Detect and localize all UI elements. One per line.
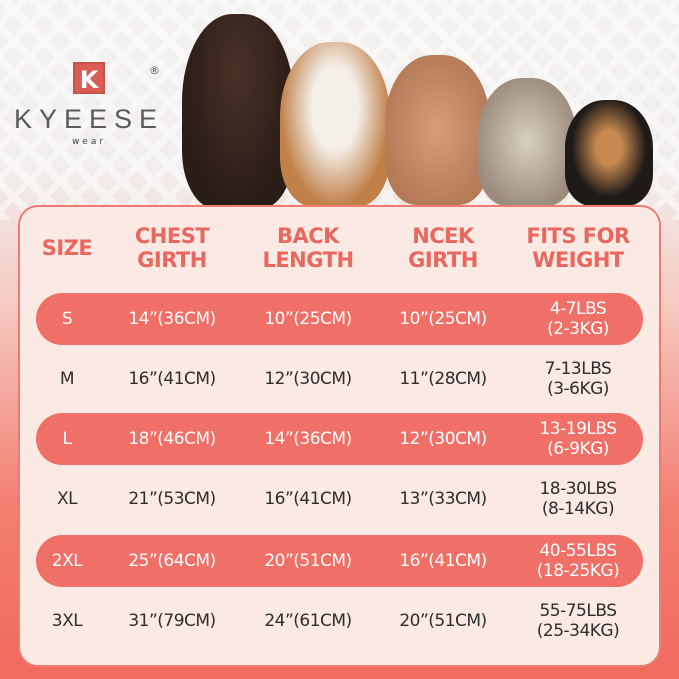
- cell-back: 16”(41CM): [264, 489, 352, 509]
- cell-weight-kg: (8-14KG): [541, 499, 615, 519]
- cell-size: XL: [56, 489, 78, 509]
- cell-weight-lbs: 4-7LBS: [549, 299, 607, 319]
- cell-back: 24”(61CM): [264, 611, 352, 631]
- header-line: LENGTH: [262, 248, 354, 272]
- cell-weight: 13-19LBS (6-9KG): [539, 419, 617, 459]
- beagle-image: [280, 42, 390, 207]
- cell-neck: 11”(28CM): [399, 369, 487, 389]
- header-line: GIRTH: [408, 248, 478, 272]
- brand-logo: ® K KYEESE wear: [14, 62, 164, 147]
- cell-back: 20”(51CM): [264, 551, 352, 571]
- row-highlight: [36, 293, 643, 345]
- cell-weight: 40-55LBS (18-25KG): [536, 541, 620, 581]
- cell-neck: 13”(33CM): [399, 489, 487, 509]
- header-line: FITS FOR: [526, 224, 630, 248]
- cell-size: S: [61, 309, 73, 329]
- header-line: NCEK: [412, 224, 474, 248]
- cell-neck: 16”(41CM): [399, 551, 487, 571]
- cell-weight-kg: (6-9KG): [547, 439, 609, 459]
- cell-back: 10”(25CM): [264, 309, 352, 329]
- cell-chest: 31”(79CM): [128, 611, 216, 631]
- cell-weight: 55-75LBS (25-34KG): [536, 601, 620, 641]
- cell-weight-kg: (3-6KG): [547, 379, 609, 399]
- header-line: CHEST: [134, 224, 210, 248]
- cell-weight-kg: (18-25KG): [536, 561, 620, 581]
- brand-name: KYEESE: [14, 104, 165, 134]
- cell-weight-kg: (25-34KG): [536, 621, 620, 641]
- row-highlight: [36, 413, 643, 465]
- schnauzer-image: [478, 78, 576, 206]
- cell-weight-lbs: 18-30LBS: [539, 479, 617, 499]
- header-back-length: BACK LENGTH: [238, 224, 378, 272]
- cell-neck: 20”(51CM): [399, 611, 487, 631]
- cell-weight-lbs: 40-55LBS: [539, 541, 617, 561]
- chihuahua-image: [565, 100, 653, 206]
- cell-size: L: [62, 429, 72, 449]
- cell-weight: 18-30LBS (8-14KG): [539, 479, 617, 519]
- header-neck-girth: NCEK GIRTH: [373, 224, 513, 272]
- header-size: SIZE: [0, 236, 137, 260]
- cell-back: 12”(30CM): [264, 369, 352, 389]
- header-line: SIZE: [41, 236, 93, 260]
- brand-subtitle: wear: [71, 137, 107, 147]
- header-line: GIRTH: [137, 248, 207, 272]
- header-line: WEIGHT: [532, 248, 624, 272]
- cell-weight: 7-13LBS (3-6KG): [545, 359, 612, 399]
- cell-size: M: [59, 369, 75, 389]
- header-line: BACK: [277, 224, 339, 248]
- doberman-image: [182, 14, 294, 209]
- cell-neck: 12”(30CM): [399, 429, 487, 449]
- row-highlight: [36, 535, 643, 587]
- cell-weight-lbs: 7-13LBS: [544, 359, 612, 379]
- logo-k-icon: K: [73, 62, 105, 94]
- cell-chest: 21”(53CM): [128, 489, 216, 509]
- cell-back: 14”(36CM): [264, 429, 352, 449]
- registered-mark: ®: [149, 64, 160, 77]
- poodle-image: [385, 55, 490, 205]
- cell-chest: 18”(46CM): [128, 429, 216, 449]
- cell-weight-kg: (2-3KG): [547, 319, 609, 339]
- cell-weight-lbs: 13-19LBS: [539, 419, 617, 439]
- cell-weight: 4-7LBS (2-3KG): [547, 299, 609, 339]
- cell-chest: 14”(36CM): [128, 309, 216, 329]
- cell-weight-lbs: 55-75LBS: [539, 601, 617, 621]
- cell-size: 3XL: [51, 611, 83, 631]
- header-chest-girth: CHEST GIRTH: [102, 224, 242, 272]
- cell-chest: 25”(64CM): [128, 551, 216, 571]
- cell-chest: 16”(41CM): [128, 369, 216, 389]
- cell-neck: 10”(25CM): [399, 309, 487, 329]
- cell-size: 2XL: [51, 551, 83, 571]
- header-fits-for-weight: FITS FOR WEIGHT: [508, 224, 648, 272]
